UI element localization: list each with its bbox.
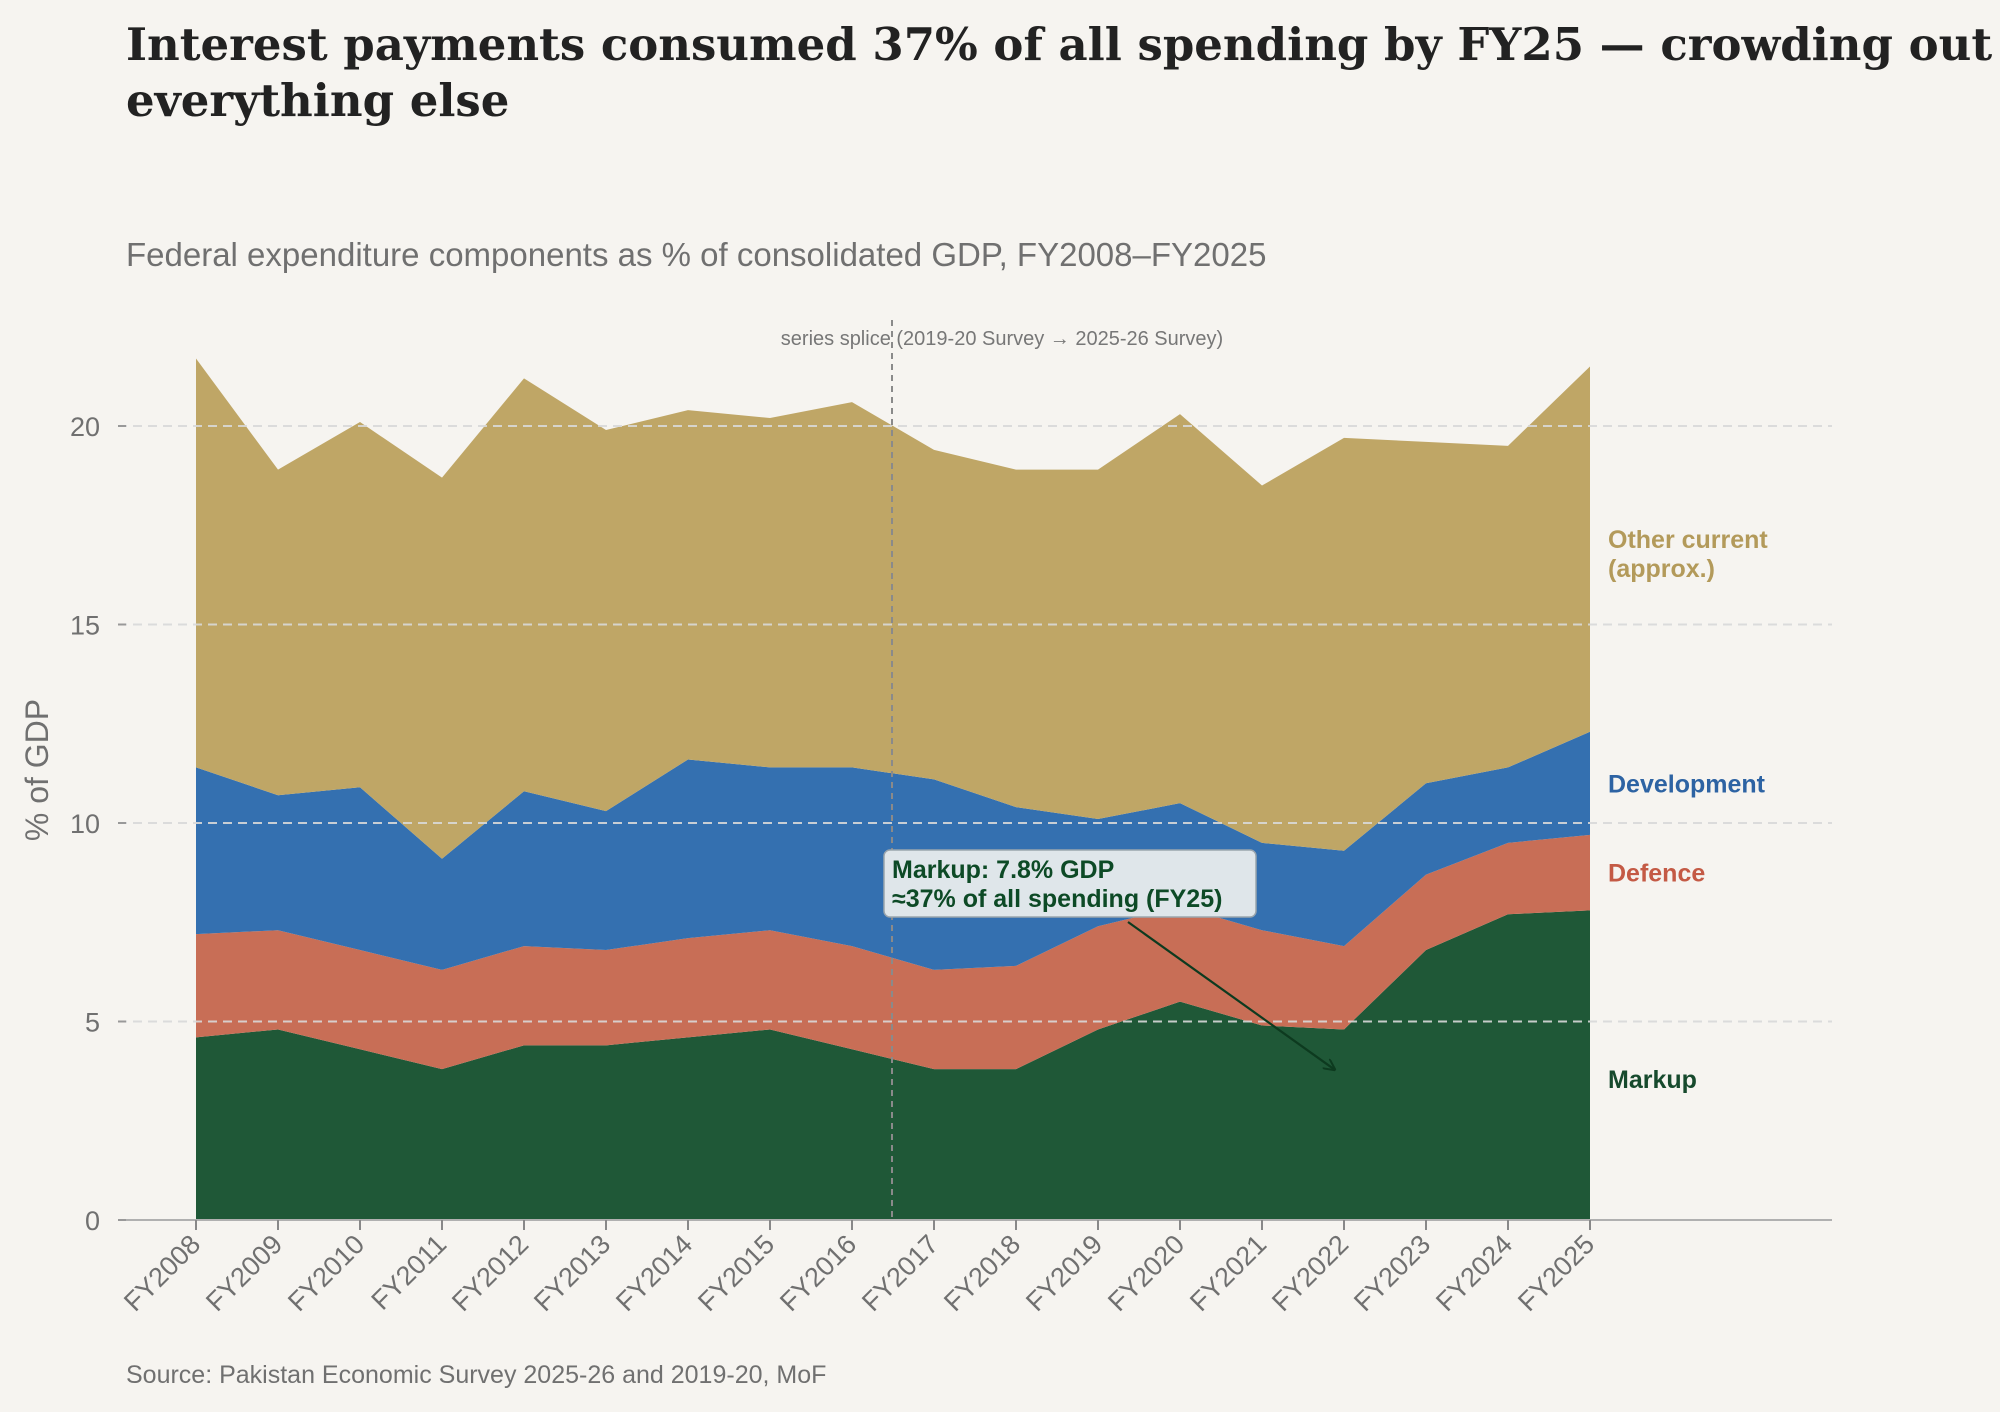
x-tick-label: FY2009	[200, 1229, 288, 1317]
series-label-line: (approx.)	[1608, 555, 1715, 583]
series-label-other-current: Other current (approx.)	[1608, 526, 1768, 583]
x-tick-label: FY2010	[282, 1229, 370, 1317]
annotation-arrow	[1127, 921, 1334, 1069]
splice-label: series splice (2019-20 Survey → 2025-26 …	[781, 328, 1223, 350]
chart-subtitle: Federal expenditure components as % of c…	[126, 236, 1266, 273]
x-tick-label: FY2017	[856, 1229, 944, 1317]
series-label-markup: Markup	[1608, 1066, 1697, 1094]
series-label-defence: Defence	[1608, 860, 1705, 888]
x-tick-label: FY2019	[1020, 1229, 1108, 1317]
y-tick-label: 5	[85, 1008, 100, 1038]
x-tick-label: FY2018	[938, 1229, 1026, 1317]
plot-area: series splice (2019-20 Survey → 2025-26 …	[70, 320, 1832, 1317]
x-tick-label: FY2020	[1102, 1229, 1190, 1317]
area-markup	[196, 910, 1590, 1220]
x-tick-label: FY2013	[528, 1229, 616, 1317]
x-tick-label: FY2024	[1430, 1229, 1518, 1317]
series-label-development: Development	[1608, 770, 1766, 798]
x-tick-label: FY2008	[118, 1229, 206, 1317]
x-tick-label: FY2022	[1266, 1229, 1354, 1317]
chart-title-line-2: everything else	[126, 74, 509, 127]
x-tick-label: FY2014	[610, 1229, 698, 1317]
annotation-text-line-2: ≈37% of all spending (FY25)	[892, 885, 1222, 913]
series-label-line: Development	[1608, 770, 1766, 798]
x-tick-label: FY2012	[446, 1229, 534, 1317]
y-axis-label: % of GDP	[19, 699, 55, 841]
annotation-text-line-1: Markup: 7.8% GDP	[892, 856, 1114, 884]
y-tick-label: 20	[70, 412, 100, 442]
source-note: Source: Pakistan Economic Survey 2025-26…	[126, 1361, 826, 1389]
y-tick-label: 0	[85, 1206, 100, 1236]
y-tick-label: 10	[70, 809, 100, 839]
x-tick-label: FY2021	[1184, 1229, 1272, 1317]
annotation-box	[883, 849, 1257, 918]
series-label-line: Markup	[1608, 1066, 1697, 1094]
x-tick-label: FY2011	[366, 1229, 453, 1316]
x-tick-label: FY2015	[692, 1229, 780, 1317]
x-tick-label: FY2025	[1512, 1229, 1600, 1317]
series-label-line: Defence	[1608, 860, 1705, 888]
x-tick-label: FY2016	[774, 1229, 862, 1317]
area-defence	[196, 834, 1590, 1070]
series-label-line: Other current	[1608, 526, 1768, 554]
chart-title-line-1: Interest payments consumed 37% of all sp…	[126, 18, 1992, 71]
y-tick-label: 15	[70, 611, 100, 641]
x-tick-label: FY2023	[1348, 1229, 1436, 1317]
